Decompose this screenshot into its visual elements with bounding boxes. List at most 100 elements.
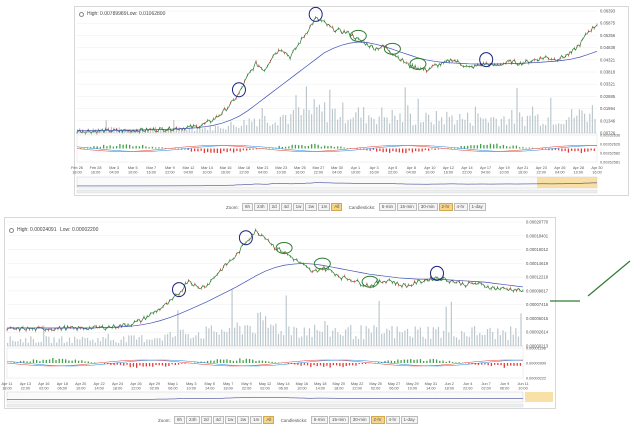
volume-bar xyxy=(404,87,406,133)
volume-bar xyxy=(381,107,383,133)
zoom-button-6h[interactable]: 6h xyxy=(242,203,254,211)
macd-bar xyxy=(83,147,85,149)
zoom-button-1w[interactable]: 1w xyxy=(224,416,237,424)
volume-bar xyxy=(89,340,91,346)
macd-bar xyxy=(242,360,244,363)
candle-button-15-min[interactable]: 15-min xyxy=(396,203,417,211)
x-tick-label-time: 22:00 xyxy=(314,171,324,175)
x-tick-label-time: 14:00 xyxy=(426,387,436,391)
volume-bar xyxy=(342,102,344,133)
volume-bar xyxy=(148,339,151,346)
volume-bar xyxy=(308,328,311,346)
macd-bar xyxy=(285,146,287,149)
chart-top: High: 0.00789989 Low: 0.01062800 0.06393… xyxy=(71,6,629,196)
zoom-button-24h[interactable]: 24h xyxy=(254,203,268,211)
zoom-button-1m[interactable]: 1m xyxy=(318,203,331,211)
candle-button-2-hr[interactable]: 2-hr xyxy=(370,416,385,424)
candle-button-15-min[interactable]: 15-min xyxy=(328,416,349,424)
volume-bar xyxy=(332,330,334,346)
zoom-button-4d[interactable]: 4d xyxy=(212,416,224,424)
volume-bar xyxy=(415,124,417,133)
candle-button-4-hr[interactable]: 4-hr xyxy=(453,203,468,211)
volume-bar xyxy=(174,336,176,346)
zoom-button-4d[interactable]: 4d xyxy=(280,203,292,211)
volume-bar xyxy=(326,122,328,133)
zoom-label: Zoom: xyxy=(158,417,171,423)
macd-bar xyxy=(356,148,358,150)
high-label: High: 0.00024091 xyxy=(17,227,57,233)
volume-bar xyxy=(262,320,264,346)
volume-bar xyxy=(185,334,187,346)
volume-bar xyxy=(467,112,469,133)
zoom-button-2d[interactable]: 2d xyxy=(268,203,280,211)
macd-bar xyxy=(220,148,222,154)
zoom-button-all[interactable]: All xyxy=(263,416,275,424)
macd-bar xyxy=(109,145,111,149)
zoom-button-2w[interactable]: 2w xyxy=(237,416,250,424)
macd-bar xyxy=(275,147,277,149)
volume-bar xyxy=(115,342,117,346)
macd-bar xyxy=(232,360,235,363)
y-tick-label: 0.06393 xyxy=(600,9,616,14)
gear-icon[interactable] xyxy=(79,12,84,17)
volume-bar xyxy=(105,338,107,346)
candle-button-1-day[interactable]: 1-day xyxy=(400,416,418,424)
macd-bar xyxy=(473,145,475,149)
y-tick-label: 0.00726 xyxy=(600,131,616,136)
candle-button-5-min[interactable]: 5-min xyxy=(310,416,328,424)
x-tick-label-time: 10:00 xyxy=(277,171,287,175)
volume-bar xyxy=(191,125,193,133)
x-tick-label-time: 04:00 xyxy=(184,171,194,175)
candle-button-2-hr[interactable]: 2-hr xyxy=(438,203,453,211)
volume-bar xyxy=(466,336,468,346)
macd-bar xyxy=(190,148,193,152)
volume-bar xyxy=(243,119,245,133)
candle-button-30-min[interactable]: 30-min xyxy=(417,203,438,211)
volume-bar xyxy=(477,113,479,133)
macd-bar xyxy=(106,363,109,364)
macd-bar xyxy=(389,148,391,153)
volume-bar xyxy=(365,123,367,133)
zoom-button-1m[interactable]: 1m xyxy=(250,416,263,424)
candle-button-5-min[interactable]: 5-min xyxy=(378,203,396,211)
macd-bar xyxy=(39,361,41,363)
macd-bar xyxy=(458,362,460,363)
volume-bar xyxy=(192,337,194,346)
volume-bar xyxy=(321,111,323,133)
volume-bar xyxy=(334,108,336,133)
zoom-button-all[interactable]: All xyxy=(331,203,343,211)
macd-bar xyxy=(181,363,183,364)
x-tick-label: Apr 10 xyxy=(424,166,435,170)
x-tick-label-time: 06:00 xyxy=(168,387,178,391)
volume-bar xyxy=(282,114,284,133)
x-tick-label-time: 16:00 xyxy=(147,171,157,175)
candle-button-4-hr[interactable]: 4-hr xyxy=(385,416,400,424)
volume-bar xyxy=(182,329,184,346)
volume-bar xyxy=(539,125,541,133)
macd-tick-label: 0.00262581 xyxy=(600,161,620,165)
volume-bar xyxy=(594,118,596,133)
x-tick-label: May 14 xyxy=(277,382,289,386)
zoom-button-24h[interactable]: 24h xyxy=(186,416,200,424)
volume-bar xyxy=(383,333,385,346)
volume-bar xyxy=(484,334,486,346)
volume-bar xyxy=(208,328,210,346)
macd-bar xyxy=(52,358,54,363)
zoom-button-2d[interactable]: 2d xyxy=(200,416,212,424)
volume-bar xyxy=(210,325,213,346)
candle-button-30-min[interactable]: 30-min xyxy=(349,416,370,424)
volume-bar xyxy=(50,342,53,346)
zoom-button-2w[interactable]: 2w xyxy=(305,203,318,211)
candle-button-1-day[interactable]: 1-day xyxy=(468,203,486,211)
zoom-button-6h[interactable]: 6h xyxy=(174,416,186,424)
x-tick-label-time: 04:00 xyxy=(332,171,342,175)
zoom-button-1w[interactable]: 1w xyxy=(292,203,305,211)
gear-icon[interactable] xyxy=(9,228,14,233)
x-tick-label-time: 10:00 xyxy=(128,171,138,175)
volume-bar xyxy=(79,339,81,346)
macd-bar xyxy=(271,361,273,363)
macd-bar xyxy=(402,148,404,153)
macd-bar xyxy=(155,363,157,365)
macd-bar xyxy=(74,359,77,363)
volume-bar xyxy=(270,324,272,346)
